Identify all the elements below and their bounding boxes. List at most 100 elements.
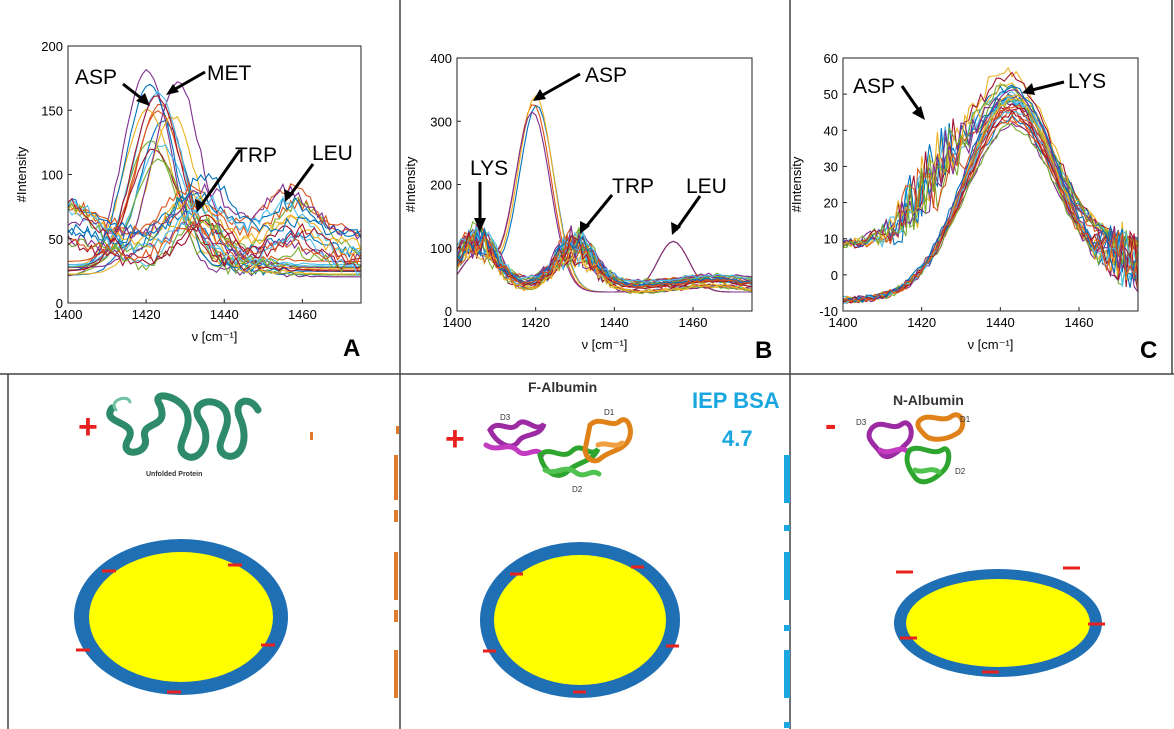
series-line: [457, 224, 752, 282]
domain-d2-n: D2: [955, 467, 966, 476]
series-line: [843, 123, 1138, 303]
series-line: [843, 92, 1138, 248]
bottom-panel-f-albumin: F-Albumin + D3 D1 D2 IEP BSA 4.7: [445, 379, 790, 728]
domain-d1-n: D1: [960, 415, 971, 424]
y-tick-label: 100: [41, 168, 63, 183]
series-line: [68, 182, 361, 238]
series-lines-c: [843, 66, 1138, 304]
series-line: [68, 220, 361, 266]
series-line: [68, 182, 361, 240]
x-tick-label: 1420: [132, 307, 161, 322]
series-line: [457, 233, 752, 288]
series-line: [843, 102, 1138, 304]
x-tick-label: 1400: [54, 307, 83, 322]
series-line: [843, 84, 1138, 248]
y-tick-label: -10: [819, 304, 838, 319]
series-line: [843, 109, 1138, 303]
particle-2: [480, 542, 680, 698]
y-tick-label: 300: [430, 114, 452, 129]
blue-dashes: [784, 455, 790, 728]
x-tick-label: 1460: [288, 307, 317, 322]
series-line: [843, 66, 1138, 246]
albumin-n-icon: D3 D1 D2: [856, 412, 971, 485]
x-tick-label: 1400: [443, 315, 472, 330]
annotation-met-a: MET: [207, 62, 252, 85]
n-albumin-title: N-Albumin: [893, 392, 964, 408]
series-line: [68, 197, 361, 265]
annotation-lys-c: LYS: [1068, 70, 1106, 93]
arrow-leu-a: [286, 163, 315, 199]
annotations-c: ASP LYS: [853, 70, 1106, 120]
x-tick-label: 1420: [521, 315, 550, 330]
panel-label-b: B: [755, 337, 772, 364]
y-tick-label: 150: [41, 103, 63, 118]
f-albumin-title: F-Albumin: [528, 379, 597, 395]
y-tick-label: 30: [824, 159, 838, 174]
iep-value: 4.7: [722, 426, 753, 451]
y-tick-label: 20: [824, 196, 838, 211]
domain-d1-f: D1: [604, 408, 615, 417]
albumin-f-icon: D3 D1 D2: [483, 408, 633, 494]
x-tick-label: 1440: [210, 307, 239, 322]
y-axis-label: #Intensity: [14, 146, 29, 202]
particle-3: [894, 566, 1105, 677]
particle-1: [74, 539, 288, 695]
charge-plus-2: +: [445, 420, 465, 458]
domain-d3-n: D3: [856, 418, 867, 427]
annotation-leu-b: LEU: [686, 175, 727, 198]
y-tick-label: 10: [824, 232, 838, 247]
annotation-leu-a: LEU: [312, 142, 353, 165]
y-tick-label: 0: [831, 268, 838, 283]
x-axis-label: ν [cm⁻¹]: [968, 337, 1014, 352]
series-line: [457, 226, 752, 283]
domain-d2-f: D2: [572, 485, 583, 494]
series-line: [68, 191, 361, 238]
annotation-asp-a: ASP: [75, 66, 117, 89]
arrow-trp-a: [198, 149, 242, 208]
series-line: [68, 108, 361, 270]
annotations-a: ASP MET TRP LEU: [75, 62, 353, 212]
series-line: [68, 114, 361, 275]
surface-charges-1: [76, 563, 275, 694]
x-tick-label: 1400: [829, 315, 858, 330]
series-line: [68, 95, 361, 272]
annotation-trp-a: TRP: [235, 144, 277, 167]
series-line: [68, 183, 361, 237]
annotation-trp-b: TRP: [612, 175, 654, 198]
series-line: [457, 230, 752, 294]
charge-minus-3: -: [825, 406, 836, 444]
iep-title: IEP BSA: [692, 388, 780, 413]
series-line: [843, 82, 1138, 249]
y-tick-label: 0: [445, 304, 452, 319]
annotation-lys-b: LYS: [470, 157, 508, 180]
series-line: [68, 103, 361, 271]
chart-panel-b: 1400 1420 1440 1460 0 100 200 300 400 ν [cm⁻¹] #In…: [403, 51, 753, 352]
y-tick-label: 50: [824, 87, 838, 102]
series-line: [843, 104, 1138, 303]
series-line: [68, 172, 361, 244]
chart-panel-a: 1400 1420 1440 1460 0 50 100 150 200 ν [cm⁻¹] #Int…: [14, 39, 362, 344]
y-axis-label: #Intensity: [403, 156, 418, 212]
x-tick-label: 1460: [679, 315, 708, 330]
x-tick-label: 1460: [1065, 315, 1094, 330]
y-axis-label: #Intensity: [789, 156, 804, 212]
series-line: [843, 107, 1138, 304]
series-line: [68, 194, 361, 259]
series-line: [68, 189, 361, 251]
charge-plus-1: +: [78, 408, 98, 446]
unfolded-protein-icon: [106, 392, 262, 461]
y-tick-label: 200: [430, 178, 452, 193]
series-lines-a: [68, 68, 361, 278]
y-tick-label: 200: [41, 39, 63, 54]
y-tick-label: 50: [49, 232, 63, 247]
domain-d3-f: D3: [500, 413, 511, 422]
orange-dashes: [310, 426, 399, 698]
panel-label-c: C: [1140, 337, 1157, 364]
series-line: [457, 226, 752, 287]
annotations-b: LYS ASP TRP LEU: [470, 64, 727, 235]
surface-charges-3: [896, 566, 1105, 674]
plot-frame: [842, 57, 1139, 312]
series-line: [68, 202, 361, 274]
series-lines-b: [457, 95, 752, 295]
